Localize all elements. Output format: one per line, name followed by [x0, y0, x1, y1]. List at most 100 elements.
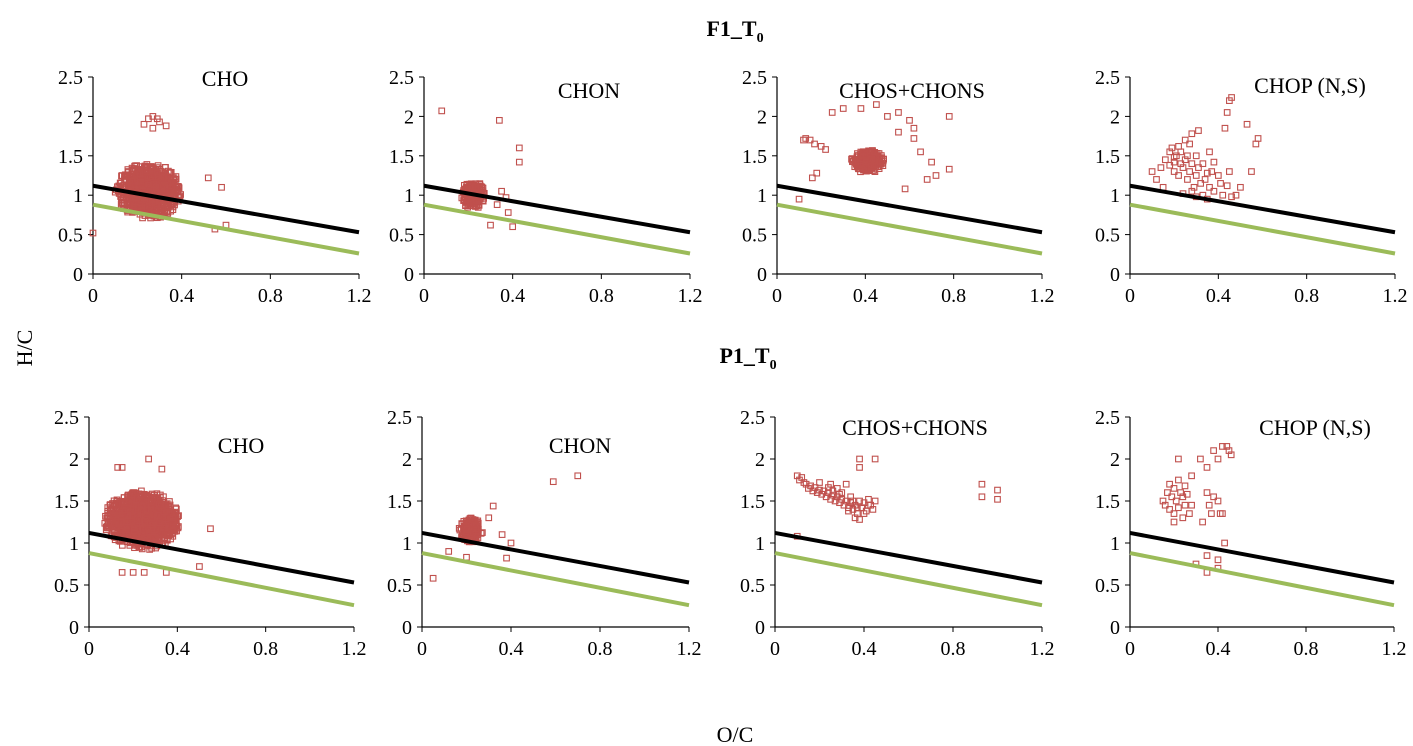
data-point	[1172, 497, 1180, 505]
data-point	[130, 527, 138, 535]
data-point	[114, 464, 122, 471]
data-point	[132, 165, 139, 172]
data-point	[1219, 510, 1226, 517]
data-point	[136, 202, 143, 210]
y-tick-label: 2.5	[389, 67, 414, 89]
data-point	[115, 520, 123, 528]
x-tick-label: 0.4	[165, 638, 190, 660]
data-point	[923, 176, 931, 183]
points	[1148, 94, 1262, 203]
y-tick-label: 0	[757, 264, 767, 286]
data-point	[1210, 447, 1217, 454]
data-point	[1184, 152, 1191, 160]
data-point	[865, 501, 872, 509]
upper-reference-line	[774, 530, 1043, 585]
y-tick-label: 0	[73, 264, 83, 286]
data-point	[1228, 94, 1235, 101]
data-point	[845, 507, 852, 515]
data-point	[1199, 518, 1206, 526]
y-tick-label: 1.5	[54, 491, 79, 513]
data-point	[1205, 501, 1213, 509]
data-point	[123, 531, 131, 539]
data-point	[1181, 501, 1189, 509]
data-point	[549, 478, 557, 486]
lower-reference-line	[1129, 551, 1395, 608]
data-point	[1175, 504, 1182, 512]
data-point	[123, 172, 131, 180]
data-point	[1166, 506, 1173, 513]
data-point	[509, 223, 517, 231]
data-point	[463, 526, 471, 534]
data-point	[1203, 552, 1211, 559]
data-point	[1219, 191, 1227, 199]
data-point	[1177, 148, 1185, 156]
upper-reference-line	[423, 183, 691, 235]
data-point	[829, 487, 837, 495]
y-tick-label: 1.5	[58, 146, 83, 168]
data-point	[1179, 164, 1187, 171]
data-point	[1175, 142, 1182, 150]
lower-reference-line	[423, 202, 691, 256]
y-tick-label: 2	[404, 106, 414, 128]
data-point	[124, 491, 132, 499]
x-tick-label: 0.8	[941, 285, 966, 307]
data-point	[857, 105, 865, 112]
data-point	[906, 116, 913, 124]
data-point	[139, 181, 146, 188]
data-point	[137, 178, 145, 186]
data-point	[162, 531, 169, 539]
upper-reference-line	[776, 183, 1043, 235]
data-point	[1203, 464, 1211, 471]
data-point	[149, 124, 157, 132]
data-point	[1197, 180, 1205, 187]
y-tick-label: 1	[757, 185, 767, 207]
panel-3: 0 0.5 1 1.5 2 2.5 0 0.4 0.8 1.2 CHOS+CHONS	[742, 67, 1055, 307]
data-point	[118, 464, 126, 471]
data-point	[1243, 120, 1251, 128]
data-point	[472, 525, 479, 533]
x-tick-label: 0	[88, 285, 98, 307]
y-tick-label: 1.5	[1095, 146, 1120, 168]
data-point	[1208, 510, 1215, 517]
data-point	[845, 504, 852, 512]
data-point	[1197, 455, 1204, 463]
data-point	[170, 189, 178, 196]
data-point	[1188, 160, 1196, 168]
y-tick-label: 2.5	[1095, 67, 1120, 89]
data-point	[515, 144, 523, 152]
panel-5: 0 0.5 1 1.5 2 2.5 0 0.4 0.8 1.2 CHO	[54, 407, 367, 660]
upper-reference-line	[1129, 530, 1395, 585]
data-point	[148, 490, 156, 498]
data-point	[496, 116, 503, 124]
x-tick-label: 0.4	[1206, 285, 1231, 307]
data-point	[207, 525, 214, 533]
data-point	[1214, 497, 1222, 505]
data-point	[489, 502, 497, 510]
data-point	[507, 539, 515, 547]
y-tick-label: 0.5	[1095, 225, 1120, 247]
data-point	[462, 517, 470, 525]
y-tick-label: 0.5	[1095, 575, 1120, 597]
data-point	[147, 503, 155, 510]
data-point	[802, 480, 810, 488]
data-point	[831, 497, 839, 505]
data-point	[870, 149, 878, 157]
x-tick-label: 1.2	[677, 638, 702, 660]
y-tick-label: 0.5	[389, 225, 414, 247]
data-point	[994, 486, 1001, 494]
data-point	[793, 472, 801, 480]
data-point	[851, 514, 859, 522]
y-tick-label: 2.5	[740, 407, 765, 429]
data-point	[1219, 443, 1226, 450]
data-point	[901, 185, 909, 193]
upper-reference-line	[88, 530, 355, 585]
y-tick-label: 2.5	[58, 67, 83, 89]
data-point	[463, 553, 470, 561]
y-tick-label: 1	[73, 185, 83, 207]
data-point	[149, 510, 157, 517]
data-point	[800, 479, 808, 486]
data-point	[1179, 514, 1187, 522]
panel-2: 0 0.5 1 1.5 2 2.5 0 0.4 0.8 1.2 CHON	[389, 67, 703, 307]
data-point	[173, 188, 180, 196]
data-point	[159, 535, 167, 543]
